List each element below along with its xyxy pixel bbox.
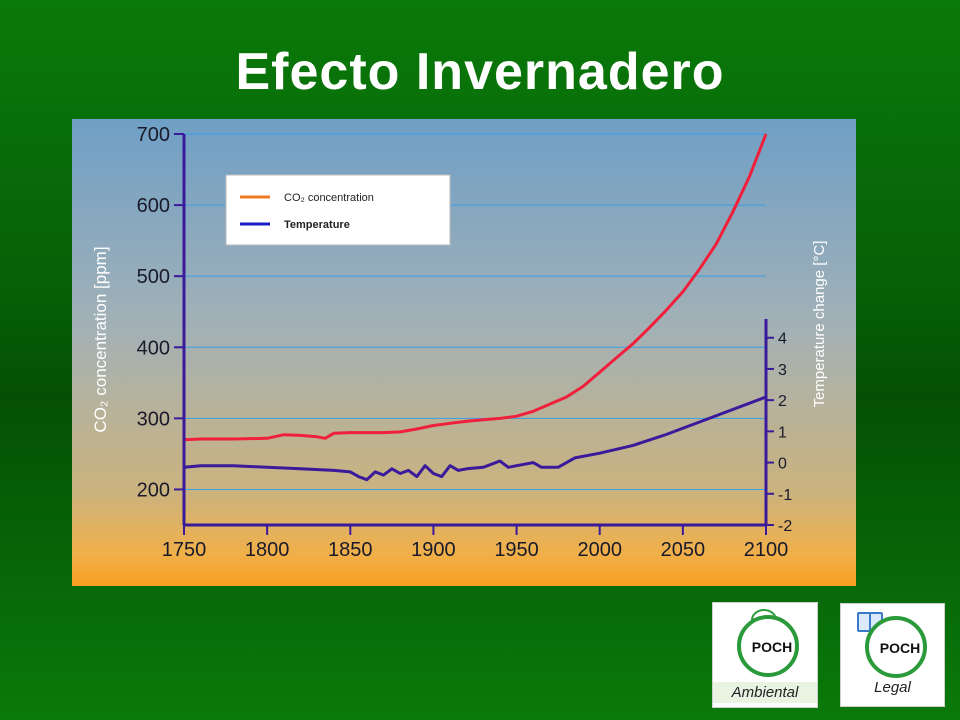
x-tick-label: 1950 xyxy=(494,539,538,561)
legend-box xyxy=(225,174,451,246)
y-tick-label: 500 xyxy=(137,266,170,288)
logo-circle: POCH xyxy=(737,615,799,677)
y2-axis-title: Temperature change [°C] xyxy=(811,241,828,408)
y2-tick-label: 2 xyxy=(778,393,787,410)
logo-word: POCH xyxy=(751,639,793,655)
logo-poch-ambiental: POCH Ambiental xyxy=(712,602,818,708)
series-line-temperature xyxy=(183,395,767,482)
x-tick-label: 2050 xyxy=(661,539,706,561)
logo-subtitle: Legal xyxy=(874,679,911,696)
y-tick-label: 200 xyxy=(137,479,170,501)
slide-title: Efecto Invernadero xyxy=(235,43,725,101)
logo-word: POCH xyxy=(879,640,921,656)
y2-tick-label: 4 xyxy=(778,331,787,348)
y2-tick-label: -2 xyxy=(778,518,792,535)
chart: 200 300 400 500 600 700 1750 1800 1850 1900 1950 20… xyxy=(72,119,856,586)
x-tick-label: 1750 xyxy=(162,539,207,561)
legend-label-co2: CO₂ concentration xyxy=(284,192,374,204)
y-tick-label: 300 xyxy=(137,408,170,430)
x-tick-label: 2100 xyxy=(744,539,789,561)
x-tick-label: 1850 xyxy=(328,539,373,561)
y-tick-label: 600 xyxy=(137,195,170,217)
logo-poch-legal: POCH Legal xyxy=(840,603,945,707)
y2-tick-label: -1 xyxy=(778,487,792,504)
chart-background xyxy=(72,119,856,586)
x-tick-label: 2000 xyxy=(577,539,622,561)
y-tick-label: 700 xyxy=(137,124,170,146)
y2-tick-label: 3 xyxy=(778,362,787,379)
y2-tick-label: 0 xyxy=(778,456,787,473)
series-line-co2 xyxy=(183,133,768,442)
legend-label-temperature: Temperature xyxy=(284,219,350,231)
x-tick-label: 1900 xyxy=(411,539,456,561)
y-axis-title: CO₂ concentration [ppm] xyxy=(91,246,110,432)
x-tick-label: 1800 xyxy=(245,539,290,561)
y-tick-label: 400 xyxy=(137,337,170,359)
logo-subtitle: Ambiental xyxy=(713,682,817,703)
logo-circle: POCH xyxy=(865,616,927,678)
y2-tick-label: 1 xyxy=(778,424,787,441)
